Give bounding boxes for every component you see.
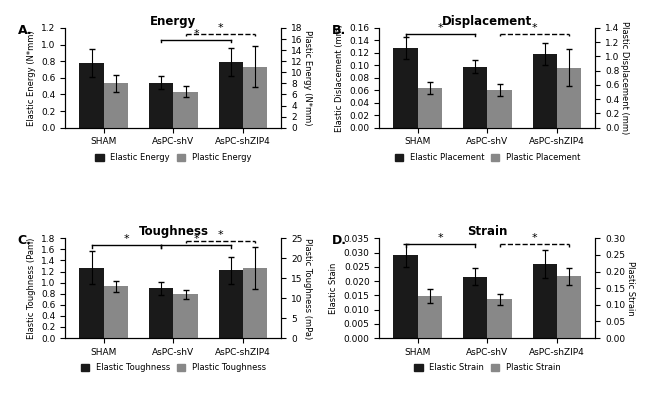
Title: Displacement: Displacement (442, 15, 532, 28)
Y-axis label: Plastic Energy (N*mm): Plastic Energy (N*mm) (304, 30, 313, 126)
Bar (174, 92, 198, 128)
Bar (104, 83, 128, 128)
Bar (174, 294, 198, 338)
Title: Energy: Energy (150, 15, 196, 28)
Bar (243, 268, 267, 338)
Y-axis label: Plastic Displacement (mm): Plastic Displacement (mm) (620, 21, 629, 135)
Text: *: * (218, 230, 223, 240)
Legend: Elastic Placement, Plastic Placement: Elastic Placement, Plastic Placement (391, 150, 584, 165)
Bar (418, 88, 442, 128)
Legend: Elastic Toughness, Plastic Toughness: Elastic Toughness, Plastic Toughness (77, 360, 269, 376)
Y-axis label: Elastic Toughness (Pam): Elastic Toughness (Pam) (27, 238, 36, 339)
Y-axis label: Elastic Energy (N*mm): Elastic Energy (N*mm) (27, 30, 36, 126)
Y-axis label: Elastic Stain: Elastic Stain (330, 263, 338, 314)
Bar (79, 63, 104, 128)
Bar (557, 68, 582, 128)
Bar (463, 277, 488, 338)
Bar (104, 286, 128, 338)
Text: *: * (193, 29, 199, 39)
Bar (149, 83, 174, 128)
Y-axis label: Plastic Strain: Plastic Strain (626, 261, 635, 316)
Text: *: * (193, 234, 199, 244)
Legend: Elastic Energy, Plastic Energy: Elastic Energy, Plastic Energy (92, 150, 255, 165)
Text: D.: D. (332, 234, 347, 247)
Text: *: * (218, 23, 223, 33)
Bar (488, 90, 512, 128)
Bar (243, 67, 267, 128)
Title: Strain: Strain (467, 225, 508, 238)
Text: A.: A. (18, 24, 32, 37)
Text: *: * (437, 23, 443, 33)
Bar (393, 48, 418, 128)
Bar (533, 264, 557, 338)
Text: *: * (124, 234, 129, 244)
Bar (149, 288, 174, 338)
Bar (418, 296, 442, 338)
Bar (79, 268, 104, 338)
Bar (393, 256, 418, 338)
Bar (218, 62, 243, 128)
Legend: Elastic Strain, Plastic Strain: Elastic Strain, Plastic Strain (411, 360, 564, 376)
Text: B.: B. (332, 24, 346, 37)
Bar (488, 299, 512, 338)
Y-axis label: Plastic Toughness (mPa): Plastic Toughness (mPa) (304, 238, 313, 339)
Bar (533, 54, 557, 128)
Y-axis label: Elastic Dislacement (mm): Elastic Dislacement (mm) (335, 24, 344, 132)
Bar (463, 67, 488, 128)
Bar (218, 270, 243, 338)
Text: *: * (437, 233, 443, 243)
Bar (557, 276, 582, 338)
Text: *: * (532, 233, 538, 243)
Title: Toughness: Toughness (138, 225, 209, 238)
Text: C.: C. (18, 234, 32, 247)
Text: *: * (532, 23, 538, 33)
